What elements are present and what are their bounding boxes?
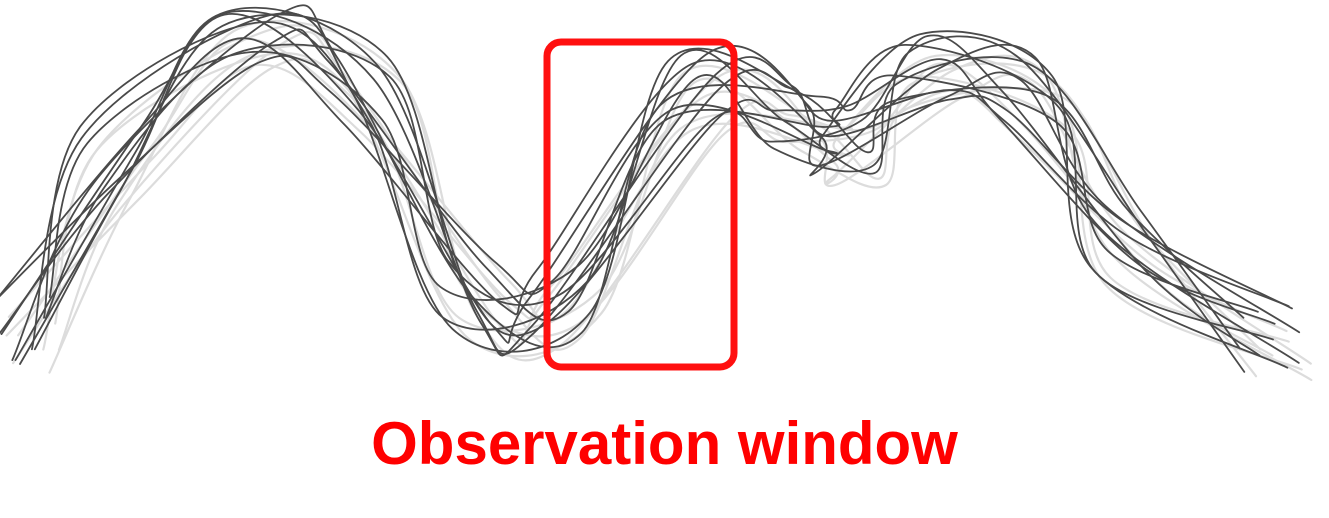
light-trajectory-line: [17, 37, 1312, 365]
dark-trajectory-group: [0, 4, 1301, 373]
dark-trajectory-line: [44, 34, 1261, 357]
dark-trajectory-line: [0, 37, 1300, 364]
dark-trajectory-line: [0, 28, 1274, 341]
dark-trajectory-line: [48, 35, 1246, 373]
dark-trajectory-line: [33, 13, 1276, 351]
dark-trajectory-line: [0, 30, 1289, 369]
light-trajectory-line: [5, 53, 1303, 371]
dark-trajectory-line: [43, 21, 1241, 350]
dark-trajectory-line: [14, 10, 1293, 361]
observation-window-caption: Observation window: [371, 410, 958, 477]
observation-window-box: [543, 38, 738, 371]
dark-trajectory-line: [31, 12, 1245, 353]
dark-trajectory-line: [0, 13, 1301, 344]
